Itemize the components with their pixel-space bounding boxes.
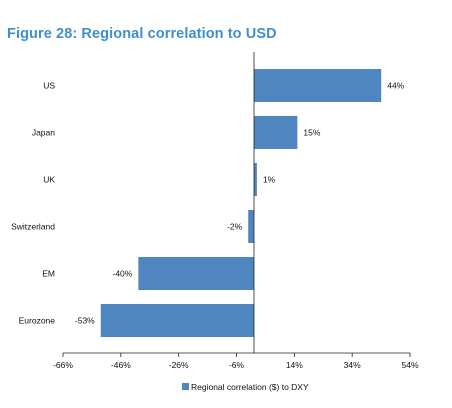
data-label-us: 44%	[387, 81, 404, 91]
data-label-eurozone: -53%	[75, 316, 95, 326]
bar-japan	[254, 116, 298, 149]
x-tick-label: -26%	[169, 360, 189, 370]
x-tick-label: -66%	[53, 360, 73, 370]
x-tick-label: 54%	[401, 360, 418, 370]
legend: Regional correlation ($) to DXY	[182, 382, 309, 392]
bar-uk	[254, 163, 257, 196]
category-label-switzerland: Switzerland	[11, 222, 55, 232]
category-label-eurozone: Eurozone	[19, 316, 56, 326]
x-tick-label: 14%	[286, 360, 303, 370]
category-label-japan: Japan	[32, 128, 55, 138]
category-label-em: EM	[42, 269, 55, 279]
category-label-uk: UK	[43, 175, 55, 185]
data-label-uk: 1%	[263, 175, 276, 185]
bar-us	[254, 69, 382, 102]
chart-title: Figure 28: Regional correlation to USD	[7, 26, 277, 42]
data-label-switzerland: -2%	[227, 222, 243, 232]
legend-swatch	[182, 383, 189, 390]
x-tick-label: -6%	[229, 360, 245, 370]
bar-eurozone	[100, 304, 254, 337]
bar-em	[138, 257, 254, 290]
data-label-em: -40%	[112, 269, 132, 279]
x-axis: -66% -46% -26% -6% 14% 34% 54%	[53, 52, 419, 370]
bars-group	[100, 69, 382, 337]
legend-label: Regional correlation ($) to DXY	[191, 382, 309, 392]
data-label-japan: 15%	[303, 128, 320, 138]
category-label-us: US	[43, 81, 55, 91]
category-labels: US Japan UK Switzerland EM Eurozone	[11, 81, 55, 326]
x-tick-label: 34%	[344, 360, 361, 370]
x-tick-label: -46%	[111, 360, 131, 370]
bar-switzerland	[248, 210, 254, 243]
data-labels: 44% 15% 1% -2% -40% -53%	[75, 81, 405, 326]
